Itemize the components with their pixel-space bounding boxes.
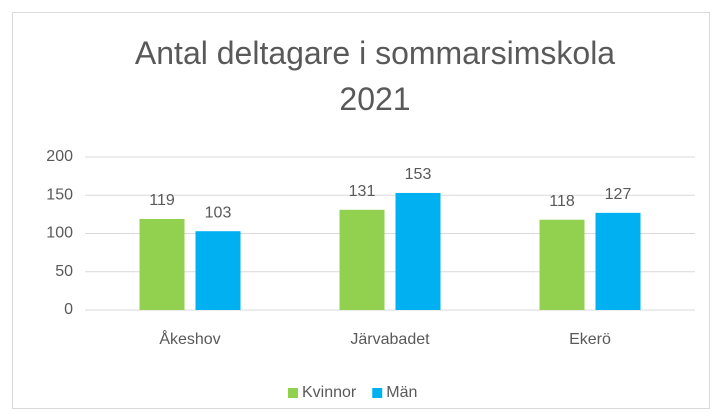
chart-frame <box>12 12 710 409</box>
x-tick-label: Åkeshov <box>159 329 220 348</box>
y-tick-label: 200 <box>46 148 73 165</box>
legend-label: Män <box>386 384 417 401</box>
data-label: 118 <box>549 193 575 210</box>
x-tick-label: Ekerö <box>569 331 611 348</box>
y-tick-label: 100 <box>46 225 73 242</box>
legend-label: Kvinnor <box>302 384 357 401</box>
bar <box>339 209 385 310</box>
data-label: 153 <box>405 166 432 183</box>
bar <box>539 219 585 310</box>
y-tick-label: 0 <box>64 301 73 318</box>
y-tick-label: 50 <box>55 263 73 280</box>
bar <box>395 192 441 310</box>
chart-title: Antal deltagare i sommarsimskola 2021 <box>134 35 616 117</box>
legend-swatch <box>372 388 383 398</box>
data-label: 103 <box>205 204 232 221</box>
y-tick-label: 150 <box>46 186 73 203</box>
data-label: 119 <box>149 192 175 209</box>
bar <box>595 212 641 310</box>
x-tick-label: Järvabadet <box>350 331 430 348</box>
data-label: 127 <box>605 186 632 203</box>
bar <box>139 218 185 310</box>
legend-swatch <box>288 388 298 398</box>
data-label: 131 <box>349 183 376 200</box>
bar <box>195 231 241 310</box>
